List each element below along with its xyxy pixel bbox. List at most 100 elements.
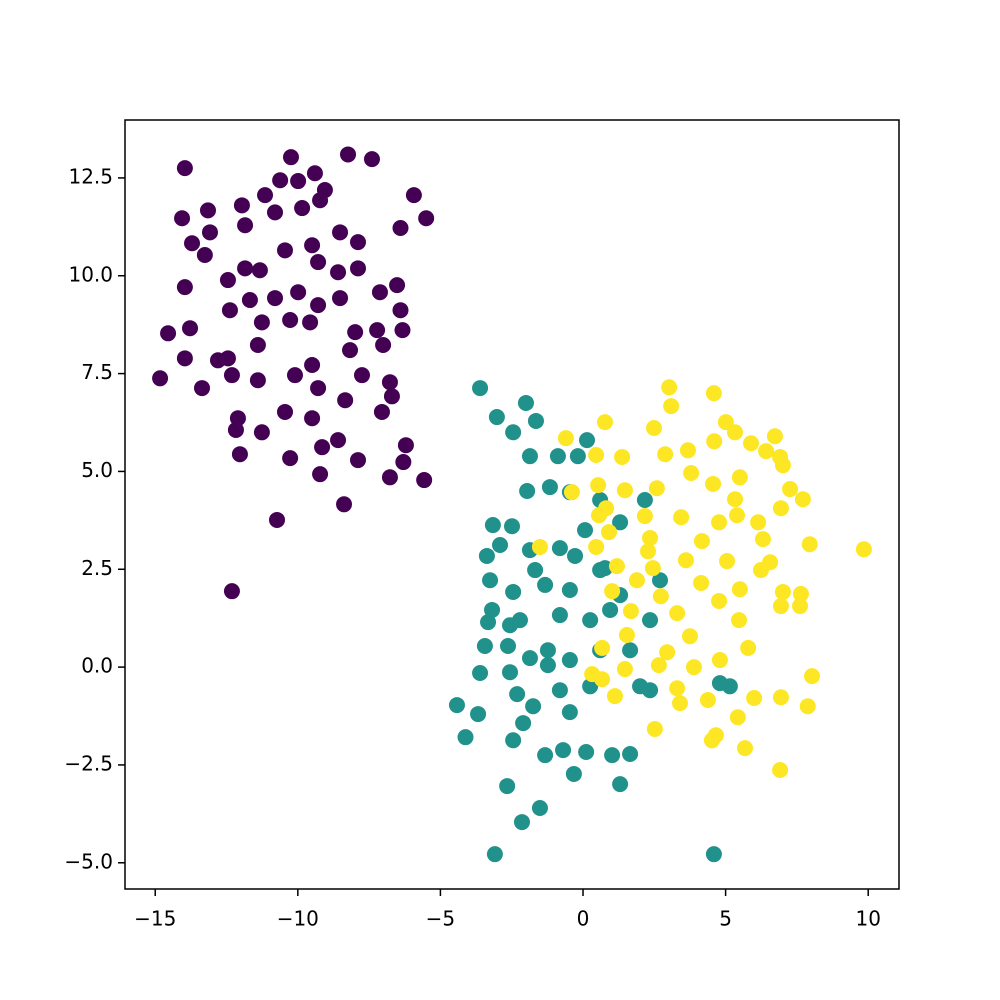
point — [644, 560, 661, 577]
point — [729, 709, 746, 726]
point — [721, 678, 738, 695]
point — [606, 688, 623, 705]
point — [349, 260, 366, 277]
point — [276, 242, 293, 259]
point — [395, 454, 412, 471]
y-tick-label: 10.0 — [68, 262, 113, 286]
point — [337, 392, 354, 409]
point — [310, 254, 327, 271]
point — [801, 536, 818, 553]
point — [774, 583, 791, 600]
point — [679, 442, 696, 459]
point — [416, 472, 433, 489]
point — [772, 500, 789, 517]
point — [736, 740, 753, 757]
point — [537, 747, 554, 764]
point — [231, 446, 248, 463]
point — [683, 464, 700, 481]
point — [794, 491, 811, 508]
point — [772, 762, 789, 779]
point — [663, 398, 680, 415]
point — [642, 529, 659, 546]
point — [622, 642, 639, 659]
point — [555, 742, 572, 759]
point — [488, 409, 505, 426]
point — [669, 605, 686, 622]
point — [504, 518, 520, 535]
point — [604, 747, 621, 764]
point — [525, 698, 542, 715]
y-tick-label: 0.0 — [81, 654, 113, 678]
point — [671, 695, 688, 712]
point — [505, 583, 522, 600]
point — [249, 372, 266, 389]
point — [537, 576, 554, 593]
point — [561, 704, 578, 721]
point — [199, 202, 216, 219]
point — [176, 279, 193, 296]
point — [628, 572, 645, 589]
point — [502, 664, 519, 681]
point — [227, 421, 244, 438]
point — [539, 657, 556, 674]
point — [561, 582, 578, 599]
point — [480, 614, 497, 631]
point — [731, 469, 748, 486]
point — [184, 235, 201, 252]
point — [405, 187, 422, 204]
point — [381, 469, 398, 486]
point — [517, 394, 534, 411]
point — [349, 234, 366, 251]
point — [596, 560, 613, 577]
point — [669, 680, 686, 697]
point — [519, 482, 536, 499]
point — [470, 706, 487, 723]
point — [804, 668, 821, 685]
point — [588, 538, 605, 555]
point — [486, 846, 503, 863]
point — [349, 452, 366, 469]
point — [673, 509, 690, 526]
point — [551, 540, 568, 557]
point — [223, 367, 240, 384]
point — [418, 210, 435, 227]
point — [578, 744, 595, 761]
point — [565, 765, 582, 782]
y-tick-label: 7.5 — [81, 360, 113, 384]
point — [476, 637, 493, 654]
point — [521, 650, 538, 667]
point — [152, 370, 169, 387]
point — [392, 220, 409, 237]
point — [557, 430, 574, 447]
point — [194, 380, 211, 397]
point — [499, 778, 516, 795]
point — [588, 446, 605, 463]
point — [237, 260, 254, 277]
point — [541, 479, 558, 496]
point — [742, 435, 759, 452]
point — [332, 290, 349, 307]
point — [381, 374, 398, 391]
point — [648, 480, 665, 497]
point — [290, 284, 307, 301]
x-tick-label: −15 — [134, 907, 176, 931]
point — [276, 403, 293, 420]
point — [727, 424, 744, 441]
point — [612, 776, 629, 793]
point — [347, 324, 364, 341]
x-tick-label: 5 — [719, 907, 732, 931]
point — [482, 572, 499, 589]
point — [642, 682, 659, 699]
point — [622, 603, 639, 620]
point — [661, 379, 678, 396]
point — [754, 531, 771, 548]
point — [569, 448, 586, 465]
point — [711, 592, 728, 609]
point — [527, 412, 544, 429]
point — [706, 433, 723, 450]
point — [758, 443, 775, 460]
point — [693, 574, 710, 591]
point — [282, 311, 299, 328]
point — [310, 297, 327, 314]
